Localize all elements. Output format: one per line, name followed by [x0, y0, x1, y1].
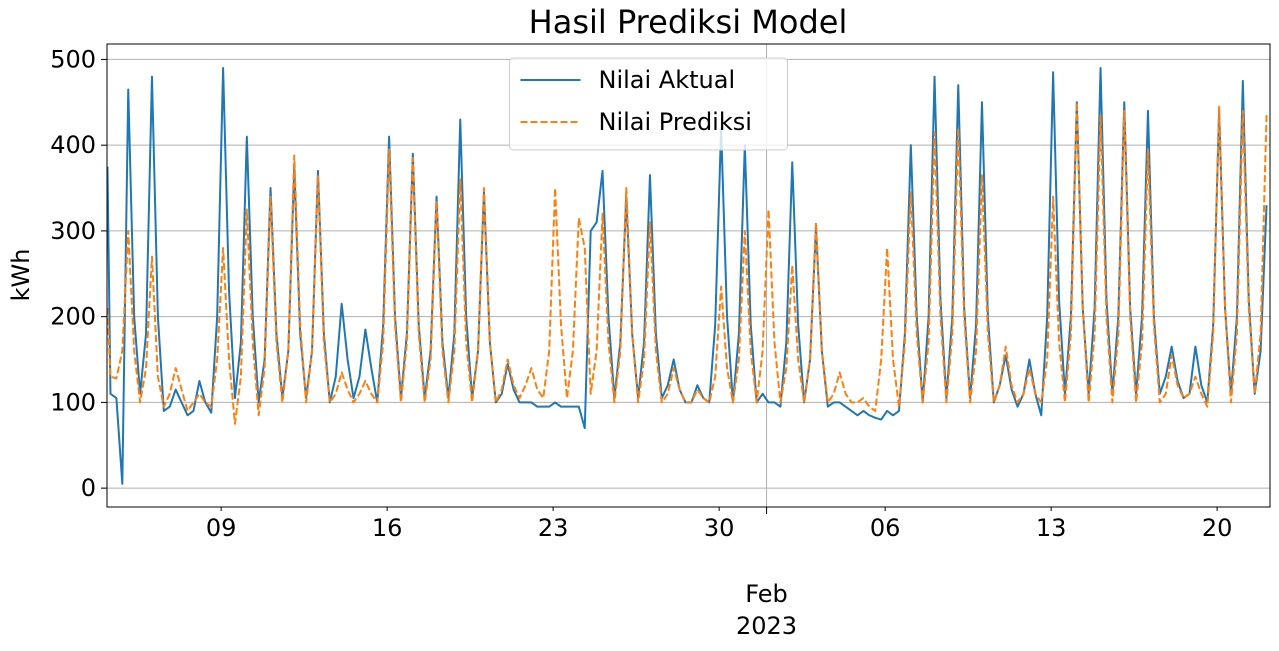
x-tick-label: 30 — [704, 514, 735, 542]
plot-frame — [106, 43, 1271, 508]
y-tick-label: 0 — [81, 474, 96, 502]
chart-title: Hasil Prediksi Model — [529, 3, 848, 41]
series-line — [107, 101, 1268, 425]
legend-label: Nilai Aktual — [599, 66, 736, 94]
legend-label: Nilai Prediksi — [599, 108, 752, 136]
x-tick-label: 13 — [1036, 514, 1067, 542]
x-tick-label: 23 — [538, 514, 569, 542]
y-tick-label: 200 — [50, 303, 96, 331]
x-tick-label: 20 — [1202, 514, 1233, 542]
x-tick-label: Feb 2023 — [736, 580, 798, 640]
x-tick-label: 06 — [870, 514, 901, 542]
x-tick-label: 09 — [206, 514, 237, 542]
x-tick-label: 16 — [372, 514, 403, 542]
y-tick-label: 400 — [50, 131, 96, 159]
y-tick-label: 300 — [50, 217, 96, 245]
y-tick-label: 100 — [50, 388, 96, 416]
y-axis-label: kWh — [7, 249, 35, 302]
y-tick-label: 500 — [50, 45, 96, 73]
